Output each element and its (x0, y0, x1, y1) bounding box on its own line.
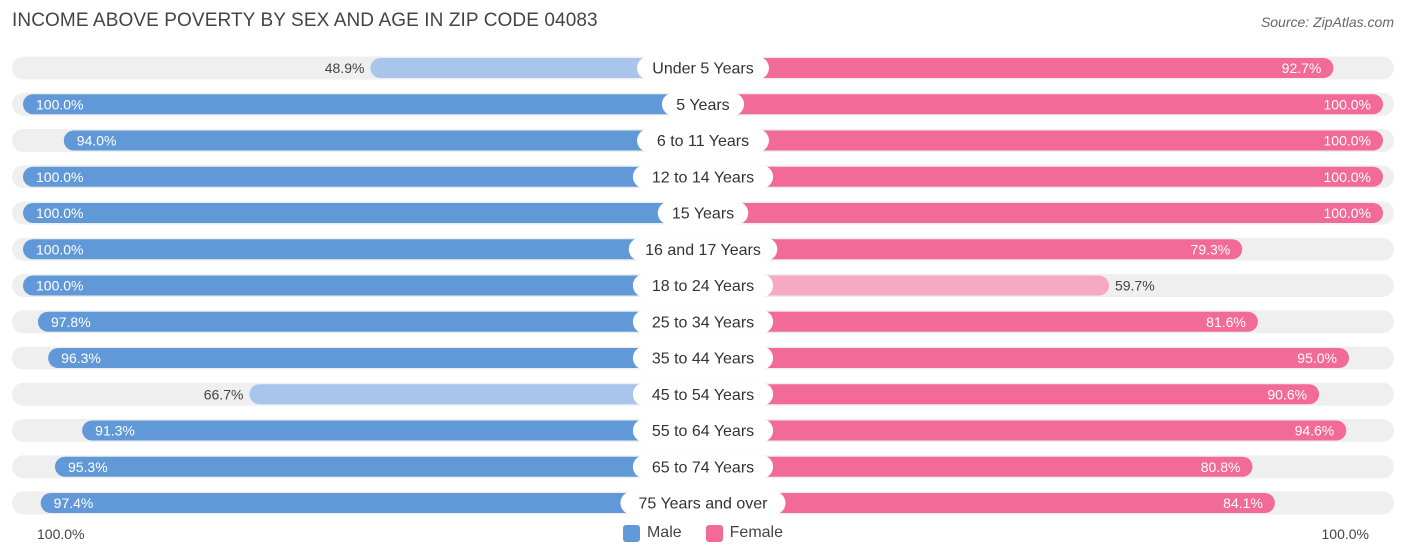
axis-right-label: 100.0% (1321, 526, 1369, 542)
bar-female (703, 493, 1275, 513)
value-label-male: 48.9% (325, 60, 365, 76)
category-pill (628, 237, 778, 261)
value-label-male: 100.0% (36, 278, 83, 294)
bar-male (23, 275, 703, 296)
legend-item-female: Female (705, 524, 784, 542)
category-pill (632, 455, 774, 479)
value-label-female: 90.6% (1267, 386, 1307, 402)
bar-male (249, 384, 703, 405)
bar-male (370, 58, 703, 78)
legend-label-female: Female (729, 524, 784, 541)
legend-item-male: Male (622, 524, 682, 542)
value-label-male: 96.3% (61, 350, 101, 366)
category-label: 55 to 64 Years (652, 423, 754, 440)
bar-male (54, 456, 703, 477)
bar-male (23, 203, 703, 223)
category-label: 6 to 11 Years (657, 133, 749, 150)
value-label-female: 94.6% (1295, 423, 1335, 439)
category-label: 18 to 24 Years (652, 278, 754, 295)
category-pill (632, 382, 774, 406)
value-label-female: 80.8% (1201, 459, 1241, 475)
value-label-female: 79.3% (1191, 241, 1231, 257)
bar-female (703, 275, 1109, 296)
value-label-female: 100.0% (1324, 133, 1371, 149)
value-label-male: 100.0% (36, 241, 83, 257)
bar-male (82, 420, 703, 441)
value-label-male: 100.0% (36, 96, 83, 112)
value-label-female: 81.6% (1206, 314, 1246, 330)
bar-female (703, 384, 1320, 405)
value-label-male: 97.4% (54, 495, 94, 511)
bar-male (40, 493, 704, 513)
category-pill (632, 419, 774, 442)
category-pill (632, 346, 774, 370)
value-label-male: 91.3% (95, 423, 135, 439)
bar-male (48, 348, 704, 368)
legend-label-male: Male (646, 524, 682, 541)
bar-chart: 48.9% 92.7% Under 5 Years 100.0% 100.0% 5 Yea… (12, 56, 1394, 515)
value-label-female: 100.0% (1324, 169, 1371, 185)
category-pill (632, 165, 774, 189)
bar-male (23, 94, 703, 115)
value-label-female: 100.0% (1324, 96, 1371, 112)
category-pill (657, 201, 749, 225)
category-label: 65 to 74 Years (652, 459, 754, 476)
value-label-female: 95.0% (1297, 350, 1337, 366)
category-label: 45 to 54 Years (652, 387, 754, 404)
category-pill (637, 56, 769, 80)
bar-female (703, 166, 1383, 187)
category-label: 16 and 17 Years (645, 242, 761, 259)
bar-female (703, 58, 1334, 78)
category-label: Under 5 Years (652, 61, 753, 78)
category-pill (620, 491, 786, 515)
value-label-male: 94.0% (77, 133, 117, 149)
value-label-male: 66.7% (204, 386, 244, 402)
category-label: 5 Years (676, 97, 729, 114)
bar-female (703, 94, 1383, 115)
category-label: 75 Years and over (639, 496, 769, 513)
value-label-male: 97.8% (51, 314, 91, 330)
value-label-male: 100.0% (36, 169, 83, 185)
value-label-female: 84.1% (1223, 495, 1263, 511)
category-label: 12 to 14 Years (652, 169, 754, 186)
chart-title: INCOME ABOVE POVERTY BY SEX AND AGE IN Z… (12, 10, 598, 31)
value-label-female: 59.7% (1115, 278, 1155, 294)
bar-female (703, 203, 1383, 223)
category-label: 25 to 34 Years (652, 314, 754, 331)
category-pill (637, 129, 769, 152)
bar-female (703, 239, 1243, 260)
bar-female (703, 130, 1383, 151)
legend-swatch-male (622, 524, 640, 542)
category-pill (632, 274, 774, 297)
legend-swatch-female (705, 524, 723, 542)
bar-female (703, 311, 1258, 332)
category-label: 15 Years (672, 206, 734, 223)
category-label: 35 to 44 Years (652, 351, 754, 368)
category-pill (632, 310, 774, 334)
bar-male (63, 130, 704, 151)
bar-female (703, 420, 1347, 441)
bar-female (703, 348, 1349, 368)
value-label-female: 100.0% (1324, 205, 1371, 221)
legend: Male Female (0, 524, 1406, 542)
bar-male (37, 311, 703, 332)
bar-male (23, 166, 703, 187)
category-pill (661, 92, 745, 116)
bar-male (23, 239, 703, 260)
bar-female (703, 456, 1253, 477)
value-label-male: 100.0% (36, 205, 83, 221)
value-label-male: 95.3% (68, 459, 108, 475)
axis-left-label: 100.0% (37, 526, 85, 542)
source-note: Source: ZipAtlas.com (1260, 14, 1394, 30)
value-label-female: 92.7% (1282, 60, 1322, 76)
